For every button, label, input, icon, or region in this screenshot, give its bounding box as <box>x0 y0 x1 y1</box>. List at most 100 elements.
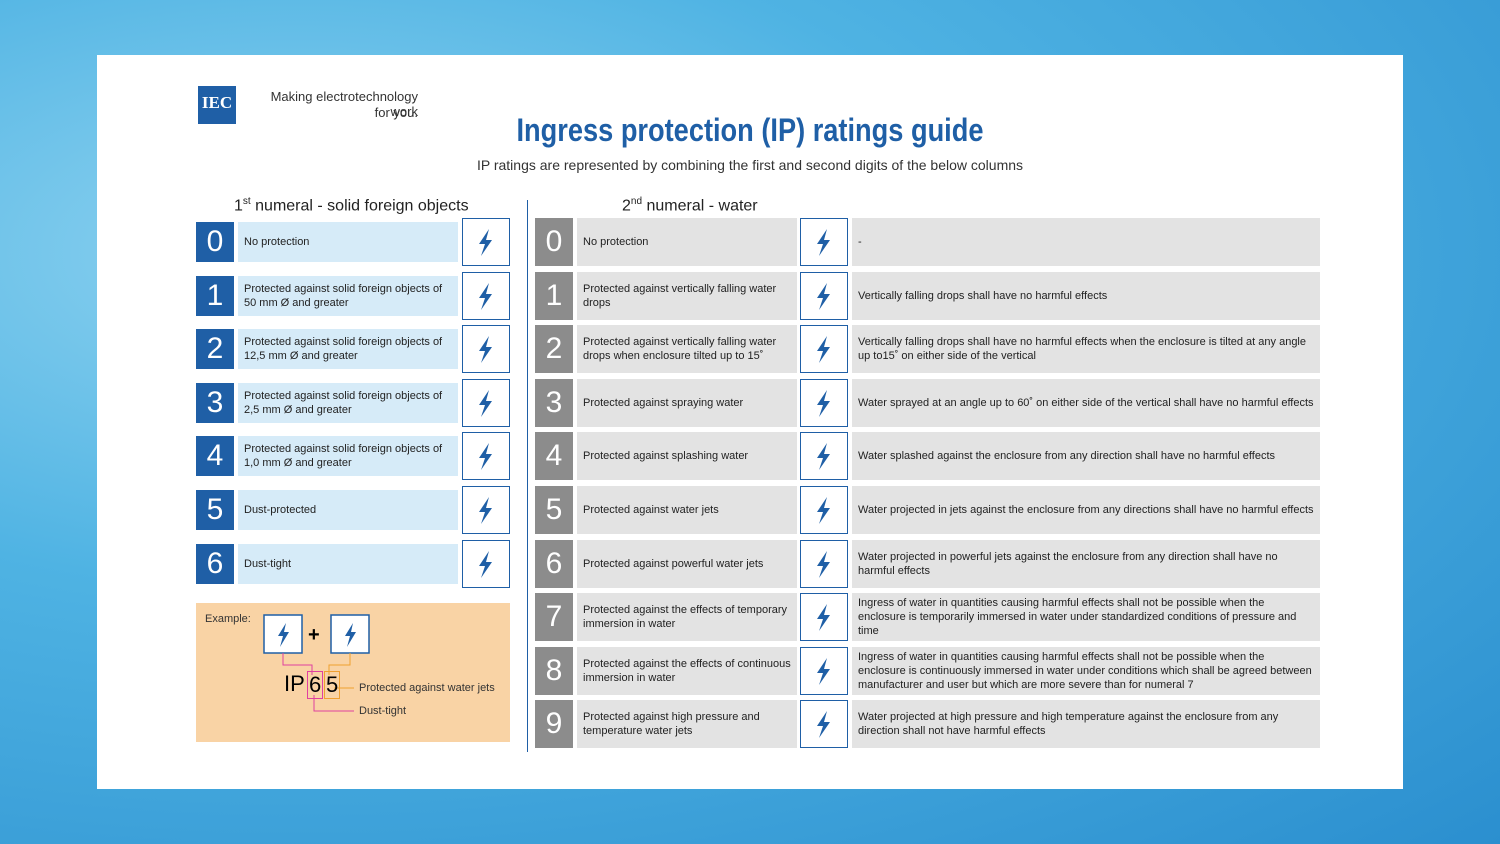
logo: IEC <box>198 86 236 124</box>
second-meaning: Protected against water jets <box>359 682 495 694</box>
heading-suffix: st <box>242 196 251 207</box>
heading-text: numeral - water <box>646 197 758 215</box>
column-heading: 2nd numeral - water <box>622 196 758 215</box>
bolt <box>817 604 830 632</box>
icon <box>462 218 510 266</box>
description: Protected against spraying water <box>577 378 797 427</box>
heading-number: 2 <box>622 197 631 215</box>
icon <box>800 432 848 481</box>
description: Protected against solid foreign objects … <box>238 382 458 423</box>
detail: Water splashed against the enclosure fro… <box>852 432 1320 481</box>
bolt <box>817 282 830 310</box>
detail: Vertically falling drops shall have no h… <box>852 325 1320 374</box>
description: Protected against vertically falling wat… <box>577 325 797 374</box>
heading-text: numeral - solid foreign objects <box>255 197 469 215</box>
icon <box>462 486 510 534</box>
description: Protected against vertically falling wat… <box>577 271 797 320</box>
bolt <box>817 443 830 471</box>
detail: Water projected at high pressure and hig… <box>852 700 1320 749</box>
icon <box>800 646 848 695</box>
icon <box>800 378 848 427</box>
description: Protected against the effects of continu… <box>577 646 797 695</box>
digit: 5 <box>196 490 234 530</box>
bolt <box>479 497 492 524</box>
bolt <box>479 229 492 256</box>
digit: 7 <box>535 593 573 642</box>
example-diagram <box>263 614 370 712</box>
example-label: Example: <box>205 613 251 625</box>
code-prefix: IP <box>284 671 305 696</box>
description: No protection <box>238 222 458 262</box>
bolt <box>817 229 830 256</box>
digit: 2 <box>196 329 234 370</box>
digit: 9 <box>535 700 573 749</box>
column-heading: 1st numeral - solid foreign objects <box>234 196 469 215</box>
subtitle: IP ratings are represented by combining … <box>476 157 1024 173</box>
icon <box>462 378 510 427</box>
example-box: Example: + IP 6 5 Protected against wate… <box>196 603 510 742</box>
digit: 4 <box>196 436 234 477</box>
description: Dust-tight <box>238 543 458 584</box>
description: Protected against powerful water jets <box>577 539 797 588</box>
detail: Ingress of water in quantities causing h… <box>852 646 1320 695</box>
digit: 1 <box>196 275 234 316</box>
icon <box>800 271 848 320</box>
icon <box>800 486 848 534</box>
digit: 3 <box>535 378 573 427</box>
digit: 3 <box>196 382 234 423</box>
code-first: 6 <box>307 671 324 699</box>
icon <box>462 539 510 588</box>
bolt <box>817 497 830 524</box>
detail: - <box>852 218 1320 266</box>
bolt <box>479 336 492 364</box>
bolt <box>479 550 492 578</box>
digit: 6 <box>196 543 234 584</box>
description: Protected against solid foreign objects … <box>238 329 458 370</box>
icon <box>462 325 510 374</box>
digit: 0 <box>535 218 573 266</box>
bolt <box>817 336 830 364</box>
detail: Water sprayed at an angle up to 60˚ on e… <box>852 378 1320 427</box>
heading-number: 1 <box>234 197 243 215</box>
description: Protected against the effects of tempora… <box>577 593 797 642</box>
description: No protection <box>577 218 797 266</box>
bolt <box>817 657 830 685</box>
divider <box>527 200 528 752</box>
bolt <box>817 389 830 417</box>
bolt <box>817 711 830 739</box>
title: Ingress protection (IP) ratings guide <box>516 112 984 148</box>
icon <box>800 218 848 266</box>
digit: 5 <box>535 486 573 534</box>
detail: Vertically falling drops shall have no h… <box>852 271 1320 320</box>
tagline: Making electrotechnology work <box>270 89 418 119</box>
description: Protected against high pressure and temp… <box>577 700 797 749</box>
bolt <box>479 389 492 417</box>
icon <box>462 432 510 481</box>
description: Protected against solid foreign objects … <box>238 275 458 316</box>
detail: Water projected in jets against the encl… <box>852 486 1320 534</box>
digit: 6 <box>535 539 573 588</box>
digit: 1 <box>535 271 573 320</box>
heading-suffix: nd <box>630 196 643 207</box>
code-second: 5 <box>324 671 341 699</box>
description: Dust-protected <box>238 490 458 530</box>
plus: + <box>308 624 320 646</box>
tagline: for you. <box>374 105 418 120</box>
first-meaning: Dust-tight <box>359 705 407 717</box>
description: Protected against water jets <box>577 486 797 534</box>
icon <box>462 271 510 320</box>
detail: Water projected in powerful jets against… <box>852 539 1320 588</box>
bolt <box>479 282 492 310</box>
digit: 0 <box>196 222 234 262</box>
description: Protected against solid foreign objects … <box>238 436 458 477</box>
description: Protected against splashing water <box>577 432 797 481</box>
detail: Ingress of water in quantities causing h… <box>852 593 1320 642</box>
digit: 8 <box>535 646 573 695</box>
digit: 2 <box>535 325 573 374</box>
icon <box>800 700 848 749</box>
icon <box>800 539 848 588</box>
bolt <box>479 443 492 471</box>
icon <box>800 593 848 642</box>
digit: 4 <box>535 432 573 481</box>
